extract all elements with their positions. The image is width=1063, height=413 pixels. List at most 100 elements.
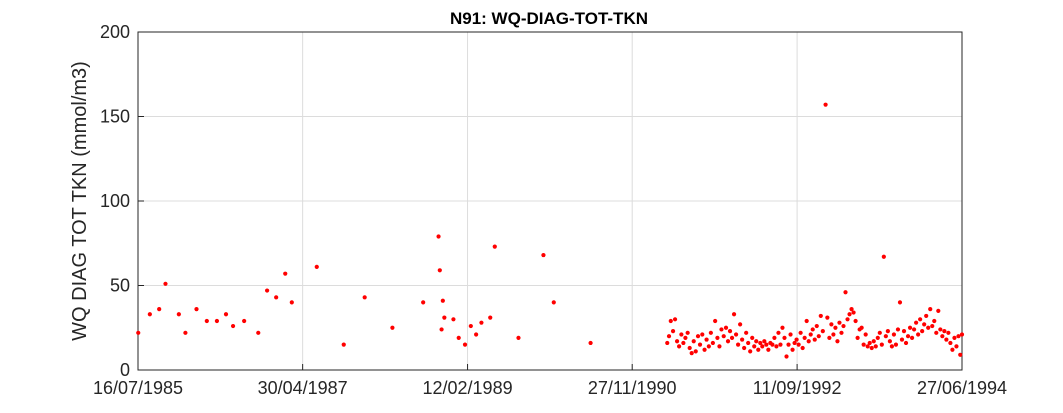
data-point: [479, 320, 484, 325]
data-point: [289, 300, 294, 305]
data-point: [958, 352, 963, 357]
data-point: [163, 281, 168, 286]
data-point: [871, 339, 876, 344]
data-point: [804, 318, 809, 324]
data-point: [916, 332, 921, 337]
data-point: [729, 335, 735, 340]
x-tick-label: 27/06/1994: [917, 378, 1007, 398]
data-point: [733, 332, 739, 337]
data-point: [889, 344, 895, 349]
data-point: [776, 330, 781, 335]
data-point: [920, 329, 925, 334]
grid-lines: [138, 32, 962, 370]
data-point: [893, 342, 899, 347]
data-point: [877, 330, 882, 335]
data-point: [439, 327, 444, 332]
data-point: [437, 268, 442, 273]
data-point: [946, 330, 951, 335]
data-point: [674, 339, 680, 344]
y-tick-label: 150: [100, 107, 130, 127]
data-point: [879, 342, 884, 347]
data-point: [796, 342, 801, 347]
data-point: [242, 318, 247, 324]
x-axis: 16/07/1985 30/04/1987 12/02/1989 27/11/1990…: [93, 364, 1007, 398]
data-point: [928, 307, 933, 312]
data-point: [764, 342, 769, 347]
chart-title: N91: WQ-DIAG-TOT-TKN: [450, 9, 648, 28]
data-point: [901, 329, 907, 334]
data-point: [940, 334, 945, 339]
data-point: [861, 342, 866, 347]
data-point: [778, 342, 783, 347]
data-point: [914, 320, 919, 325]
data-point: [725, 339, 731, 344]
data-point: [283, 271, 288, 276]
data-point: [719, 327, 724, 332]
data-point: [891, 332, 897, 337]
data-point: [204, 318, 209, 324]
data-point: [742, 345, 747, 351]
data-point: [770, 342, 775, 347]
data-point: [715, 335, 720, 340]
y-axis-label: WQ DIAG TOT TKN (mmol/m3): [69, 61, 91, 341]
data-point: [816, 334, 821, 339]
data-point: [668, 318, 673, 324]
data-point: [887, 339, 892, 344]
data-point: [825, 315, 830, 320]
x-tick-label: 27/11/1990: [588, 378, 677, 398]
data-point: [944, 337, 949, 342]
data-point: [837, 320, 842, 325]
data-point: [750, 335, 755, 340]
x-tick-label: 30/04/1987: [258, 378, 348, 398]
data-point: [885, 329, 890, 334]
data-point: [670, 329, 676, 334]
data-point: [806, 339, 811, 344]
data-point: [679, 332, 684, 337]
data-point: [390, 325, 395, 330]
data-point: [938, 327, 943, 332]
data-point: [907, 325, 913, 330]
x-tick-label: 16/07/1985: [93, 378, 183, 398]
data-point: [588, 340, 593, 346]
data-point: [706, 344, 711, 349]
data-point: [223, 312, 229, 317]
data-point: [956, 334, 961, 339]
data-point: [700, 332, 705, 337]
data-point: [948, 340, 953, 346]
data-point: [492, 244, 497, 249]
data-point: [798, 330, 803, 335]
data-point: [488, 315, 493, 320]
data-point: [442, 315, 447, 320]
data-point: [790, 347, 795, 352]
data-point: [314, 264, 319, 270]
data-point: [685, 330, 690, 335]
data-point: [814, 323, 819, 329]
data-point: [440, 298, 445, 303]
y-tick-label: 0: [120, 360, 130, 380]
data-point: [843, 290, 848, 295]
data-point: [758, 340, 763, 346]
data-point: [738, 322, 743, 327]
data-point: [710, 340, 715, 346]
data-point: [551, 300, 556, 305]
data-point: [665, 340, 670, 346]
data-point: [762, 339, 767, 344]
data-point: [176, 312, 181, 317]
data-point: [782, 335, 787, 340]
data-point: [516, 335, 521, 340]
data-point: [873, 344, 878, 349]
data-point: [911, 327, 917, 332]
data-point: [851, 310, 856, 315]
data-point: [468, 323, 473, 329]
data-point: [436, 234, 441, 239]
data-point: [950, 347, 955, 352]
x-tick-label: 12/02/1989: [423, 378, 513, 398]
data-point: [760, 344, 765, 349]
data-point: [905, 334, 911, 339]
data-point: [930, 323, 935, 329]
data-point: [256, 330, 261, 335]
data-point: [456, 335, 461, 340]
data-point: [895, 327, 901, 332]
data-point: [869, 345, 874, 351]
